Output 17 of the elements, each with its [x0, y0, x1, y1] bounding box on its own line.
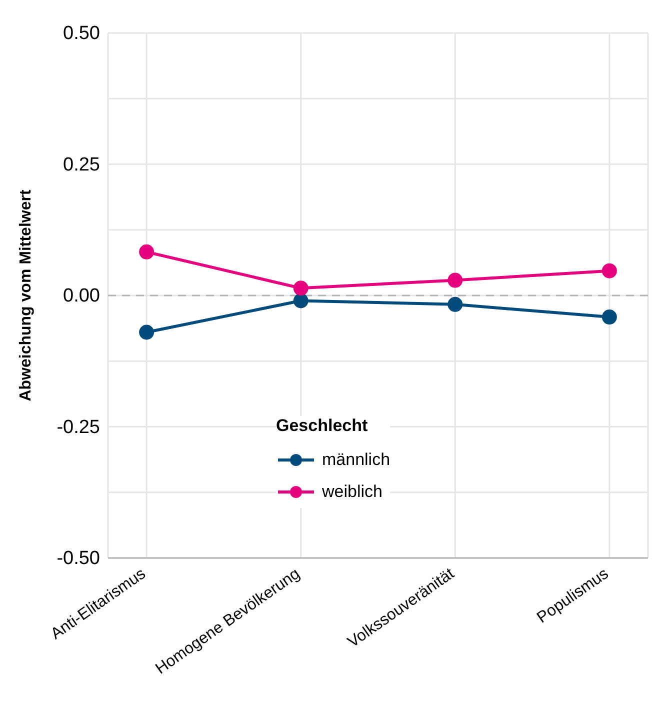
y-tick-label: 0.00: [63, 286, 100, 306]
y-tick-label: 0.50: [63, 23, 100, 44]
y-tick-label: -0.50: [56, 548, 100, 569]
y-tick-label: 0.25: [63, 154, 100, 176]
point: [293, 280, 308, 296]
legend-title: Geschlecht: [276, 416, 369, 436]
legend-label: weiblich: [322, 482, 382, 502]
point: [448, 272, 463, 288]
y-axis-title: Abweichung vom Mittelwert: [18, 189, 35, 402]
point: [139, 244, 154, 260]
point: [139, 324, 154, 340]
y-tick-label: -0.25: [56, 416, 100, 438]
point: [602, 263, 617, 278]
point: [448, 296, 463, 312]
legend-label: männlich: [322, 450, 390, 470]
point: [602, 310, 617, 325]
point: [293, 293, 308, 308]
